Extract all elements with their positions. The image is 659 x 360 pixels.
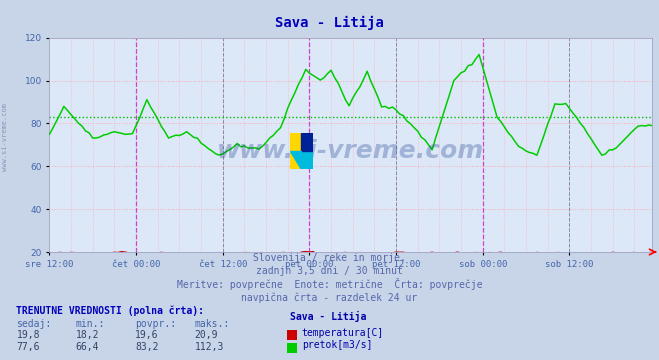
Text: www.si-vreme.com: www.si-vreme.com (217, 139, 484, 163)
Text: 66,4: 66,4 (76, 342, 100, 352)
Text: TRENUTNE VREDNOSTI (polna črta):: TRENUTNE VREDNOSTI (polna črta): (16, 305, 204, 316)
Bar (290, 133, 301, 151)
Text: 18,2: 18,2 (76, 330, 100, 341)
Text: temperatura[C]: temperatura[C] (302, 328, 384, 338)
Text: sedaj:: sedaj: (16, 319, 51, 329)
Text: 83,2: 83,2 (135, 342, 159, 352)
Text: navpična črta - razdelek 24 ur: navpična črta - razdelek 24 ur (241, 292, 418, 303)
Polygon shape (290, 151, 301, 169)
Text: 19,6: 19,6 (135, 330, 159, 341)
Text: maks.:: maks.: (194, 319, 229, 329)
Text: zadnjh 3,5 dni / 30 minut: zadnjh 3,5 dni / 30 minut (256, 266, 403, 276)
Text: min.:: min.: (76, 319, 105, 329)
Text: pretok[m3/s]: pretok[m3/s] (302, 340, 372, 350)
Text: 77,6: 77,6 (16, 342, 40, 352)
Text: Slovenija / reke in morje.: Slovenija / reke in morje. (253, 253, 406, 263)
Polygon shape (290, 151, 301, 169)
Text: 19,8: 19,8 (16, 330, 40, 341)
Text: www.si-vreme.com: www.si-vreme.com (2, 103, 9, 171)
Text: Sava - Litija: Sava - Litija (290, 311, 366, 323)
Bar (301, 133, 313, 151)
Bar (301, 151, 313, 169)
Text: Sava - Litija: Sava - Litija (275, 16, 384, 30)
Text: povpr.:: povpr.: (135, 319, 176, 329)
Text: Meritve: povprečne  Enote: metrične  Črta: povprečje: Meritve: povprečne Enote: metrične Črta:… (177, 278, 482, 290)
Text: 20,9: 20,9 (194, 330, 218, 341)
Bar (290, 151, 301, 169)
Text: 112,3: 112,3 (194, 342, 224, 352)
